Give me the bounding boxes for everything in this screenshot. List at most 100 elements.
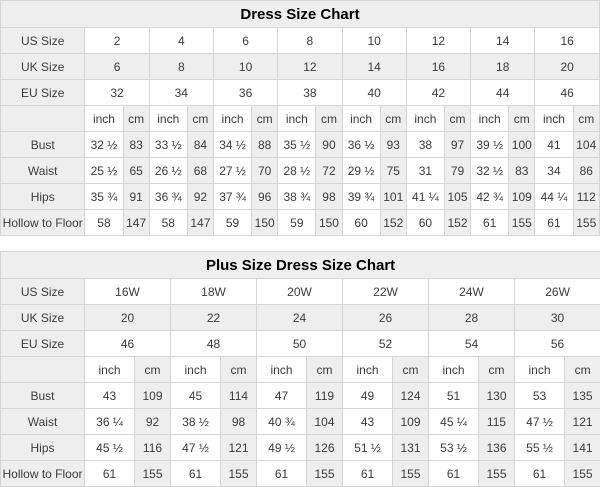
value-cell: 60 — [406, 210, 444, 236]
size-cell: 32 — [85, 80, 149, 106]
value-cell: 104 — [307, 409, 343, 435]
value-cell: 155 — [393, 461, 429, 487]
unit-cell: cm — [187, 106, 213, 132]
row-label: UK Size — [1, 54, 85, 80]
value-cell: 116 — [135, 435, 171, 461]
row-label: Bust — [1, 132, 85, 158]
value-cell: 28 ½ — [278, 158, 316, 184]
value-cell: 84 — [187, 132, 213, 158]
value-cell: 45 ¼ — [429, 409, 479, 435]
value-cell: 42 ¾ — [471, 184, 509, 210]
value-cell: 25 ½ — [85, 158, 123, 184]
value-cell: 152 — [380, 210, 406, 236]
value-cell: 101 — [380, 184, 406, 210]
size-cell: 50 — [257, 331, 343, 357]
table-title: Dress Size Chart — [1, 1, 600, 28]
value-cell: 26 ½ — [149, 158, 187, 184]
unit-cell: inch — [471, 106, 509, 132]
value-cell: 155 — [479, 461, 515, 487]
value-cell: 119 — [307, 383, 343, 409]
value-cell: 136 — [479, 435, 515, 461]
value-cell: 33 ½ — [149, 132, 187, 158]
value-cell: 121 — [565, 409, 600, 435]
size-cell: 8 — [149, 54, 213, 80]
value-cell: 34 — [535, 158, 573, 184]
size-cell: 6 — [85, 54, 149, 80]
value-cell: 155 — [573, 210, 599, 236]
value-cell: 104 — [573, 132, 599, 158]
value-cell: 47 ½ — [515, 409, 565, 435]
value-cell: 41 — [535, 132, 573, 158]
size-cell: 22 — [171, 305, 257, 331]
unit-cell: cm — [573, 106, 599, 132]
value-cell: 150 — [316, 210, 342, 236]
size-cell: 14 — [471, 28, 535, 54]
size-cell: 38 — [278, 80, 342, 106]
value-cell: 155 — [135, 461, 171, 487]
value-cell: 155 — [221, 461, 257, 487]
value-cell: 61 — [429, 461, 479, 487]
row-label: Hollow to Floor — [1, 210, 85, 236]
value-cell: 36 ¼ — [85, 409, 135, 435]
table-gap — [0, 236, 600, 251]
value-cell: 109 — [135, 383, 171, 409]
size-cell: 18W — [171, 279, 257, 305]
value-cell: 98 — [221, 409, 257, 435]
unit-cell: cm — [509, 106, 535, 132]
unit-cell: cm — [252, 106, 278, 132]
value-cell: 38 — [406, 132, 444, 158]
value-cell: 124 — [393, 383, 429, 409]
value-cell: 38 ¾ — [278, 184, 316, 210]
value-cell: 100 — [509, 132, 535, 158]
value-cell: 58 — [85, 210, 123, 236]
value-cell: 51 — [429, 383, 479, 409]
value-cell: 44 ¼ — [535, 184, 573, 210]
value-cell: 55 ½ — [515, 435, 565, 461]
value-cell: 49 — [343, 383, 393, 409]
value-cell: 155 — [565, 461, 600, 487]
row-label: US Size — [1, 279, 85, 305]
value-cell: 38 ½ — [171, 409, 221, 435]
value-cell: 92 — [135, 409, 171, 435]
value-cell: 115 — [479, 409, 515, 435]
value-cell: 53 — [515, 383, 565, 409]
size-cell: 46 — [85, 331, 171, 357]
value-cell: 35 ½ — [278, 132, 316, 158]
size-cell: 28 — [429, 305, 515, 331]
unit-cell: cm — [565, 357, 600, 383]
unit-cell: inch — [278, 106, 316, 132]
corner-cell — [1, 357, 85, 383]
value-cell: 131 — [393, 435, 429, 461]
size-cell: 40 — [342, 80, 406, 106]
unit-cell: inch — [535, 106, 573, 132]
corner-cell — [1, 106, 85, 132]
unit-cell: inch — [171, 357, 221, 383]
size-cell: 54 — [429, 331, 515, 357]
unit-cell: inch — [343, 357, 393, 383]
unit-cell: cm — [135, 357, 171, 383]
value-cell: 150 — [252, 210, 278, 236]
value-cell: 155 — [307, 461, 343, 487]
value-cell: 29 ½ — [342, 158, 380, 184]
value-cell: 27 ½ — [213, 158, 251, 184]
unit-cell: inch — [85, 106, 123, 132]
size-cell: 10 — [342, 28, 406, 54]
value-cell: 93 — [380, 132, 406, 158]
size-cell: 12 — [406, 28, 470, 54]
value-cell: 61 — [471, 210, 509, 236]
value-cell: 61 — [535, 210, 573, 236]
value-cell: 61 — [257, 461, 307, 487]
value-cell: 51 ½ — [343, 435, 393, 461]
